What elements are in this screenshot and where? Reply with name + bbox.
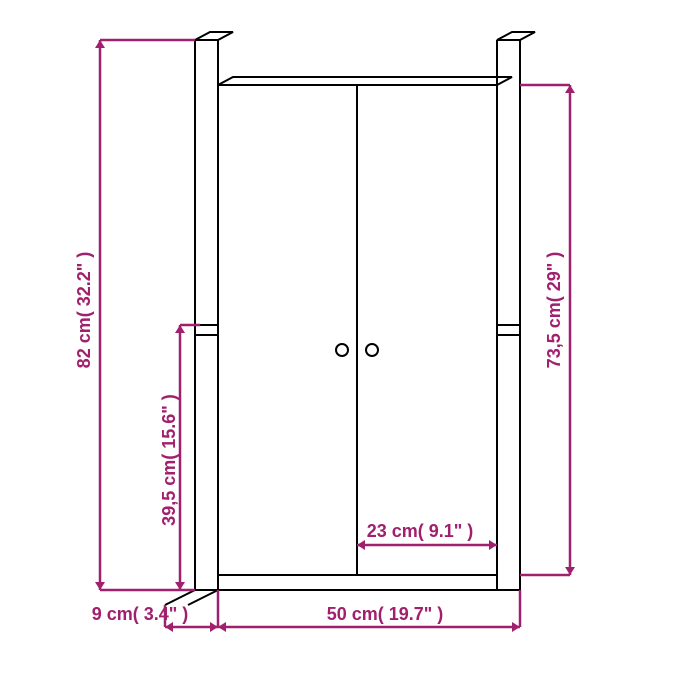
dimension-label: 73,5 cm( 29" ) (544, 252, 564, 369)
extension-lines (100, 40, 570, 627)
dimension-total-width: 50 cm( 19.7" ) (218, 604, 520, 632)
dimension-label: 23 cm( 9.1" ) (367, 521, 474, 541)
dimension-door-height: 73,5 cm( 29" ) (544, 85, 575, 575)
dimension-label: 9 cm( 3.4" ) (92, 604, 189, 624)
dimension-shelf-height: 39,5 cm( 15.6" ) (159, 325, 185, 590)
dimension-total-height: 82 cm( 32.2" ) (74, 40, 105, 590)
cabinet-drawing (165, 32, 535, 605)
dimension-depth: 9 cm( 3.4" ) (92, 604, 218, 632)
dimension-label: 82 cm( 32.2" ) (74, 252, 94, 369)
dimension-label: 39,5 cm( 15.6" ) (159, 394, 179, 526)
dimension-door-width: 23 cm( 9.1" ) (357, 521, 497, 550)
dimension-diagram: 82 cm( 32.2" ) 39,5 cm( 15.6" ) 73,5 cm( 2… (0, 0, 700, 700)
dimension-label: 50 cm( 19.7" ) (327, 604, 444, 624)
